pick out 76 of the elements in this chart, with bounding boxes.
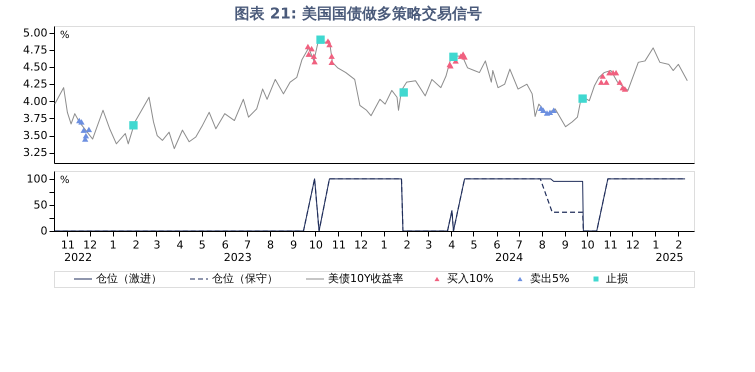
legend-label: 仓位（激进） (96, 272, 162, 285)
y-tick-label: 3.50 (23, 129, 48, 142)
y-tick-label: 4.25 (23, 78, 48, 91)
chart-title: 图表 21: 美国国债做多策略交易信号 (234, 4, 482, 22)
x-tick-label: 7 (516, 238, 523, 252)
x-tick-label: 7 (244, 238, 252, 252)
point (540, 108, 546, 113)
x-tick-label: 6 (222, 238, 229, 252)
legend-label: 止损 (606, 272, 628, 285)
x-tick-label: 1 (380, 238, 388, 252)
point (306, 51, 312, 57)
y-tick-label: 50 (34, 198, 48, 212)
point (129, 121, 138, 130)
x-tick-label: 2 (675, 238, 682, 252)
point (449, 52, 458, 62)
y-tick-label: 5.00 (23, 26, 48, 40)
point (550, 108, 557, 113)
point (308, 46, 315, 52)
x-tick-label: 4 (176, 238, 184, 252)
point (78, 119, 85, 125)
x-tick-label: 11 (332, 238, 346, 252)
y-axis-title: % (60, 30, 70, 41)
x-tick-label: 10 (308, 238, 323, 252)
x-tick-label: 10 (580, 238, 595, 252)
point (578, 94, 587, 103)
x-tick-label: 2 (404, 238, 411, 252)
point (311, 58, 318, 64)
point (600, 73, 606, 79)
point (461, 54, 468, 60)
point (612, 70, 620, 76)
x-tick-label: 1 (110, 238, 117, 252)
point (328, 60, 335, 66)
y-tick-label: 4.75 (23, 43, 48, 56)
legend-label: 买入10% (447, 272, 494, 285)
y-tick-label: 100 (26, 172, 48, 186)
point (598, 79, 604, 85)
point (400, 88, 408, 97)
x-tick-label: 11 (60, 238, 75, 252)
x-tick-label: 6 (494, 238, 501, 252)
x-tick-label: 8 (267, 238, 274, 252)
legend-label: 美债10Y收益率 (328, 272, 404, 285)
point (603, 79, 610, 85)
x-tick-label: 12 (83, 238, 98, 252)
x-tick-label: 12 (626, 238, 640, 252)
x-tick-label: 5 (198, 238, 206, 252)
text: 2023 (224, 251, 252, 264)
x-tick-label: 3 (425, 238, 432, 252)
point (328, 53, 335, 59)
text: 2024 (495, 251, 524, 264)
point (304, 44, 312, 50)
legend-label: 仓位（保守） (212, 272, 278, 285)
y-tick-label: 3.25 (23, 146, 48, 160)
x-tick-label: 9 (290, 238, 298, 252)
point (310, 53, 318, 59)
x-tick-label: 9 (562, 238, 569, 252)
point (616, 79, 623, 85)
x-tick-label: 4 (448, 238, 456, 252)
point (622, 86, 628, 92)
y-tick-label: 4.00 (23, 94, 48, 108)
x-tick-label: 8 (538, 238, 546, 252)
text: 2025 (656, 251, 684, 264)
point (316, 36, 325, 44)
x-tick-label: 3 (153, 238, 160, 252)
x-tick-label: 11 (604, 238, 618, 252)
x-tick-label: 12 (354, 238, 368, 252)
x-tick-label: 1 (652, 238, 660, 252)
point (80, 127, 87, 133)
y-tick-label: 4.50 (23, 60, 48, 74)
x-tick-label: 5 (470, 238, 478, 252)
y-tick-label: 3.75 (23, 112, 48, 125)
point (86, 126, 92, 132)
y-tick-label: 0 (40, 224, 48, 238)
text: 2022 (64, 251, 92, 264)
y-axis-title: % (60, 175, 70, 186)
legend-label: 卖出5% (530, 272, 570, 285)
x-tick-label: 2 (132, 238, 140, 252)
